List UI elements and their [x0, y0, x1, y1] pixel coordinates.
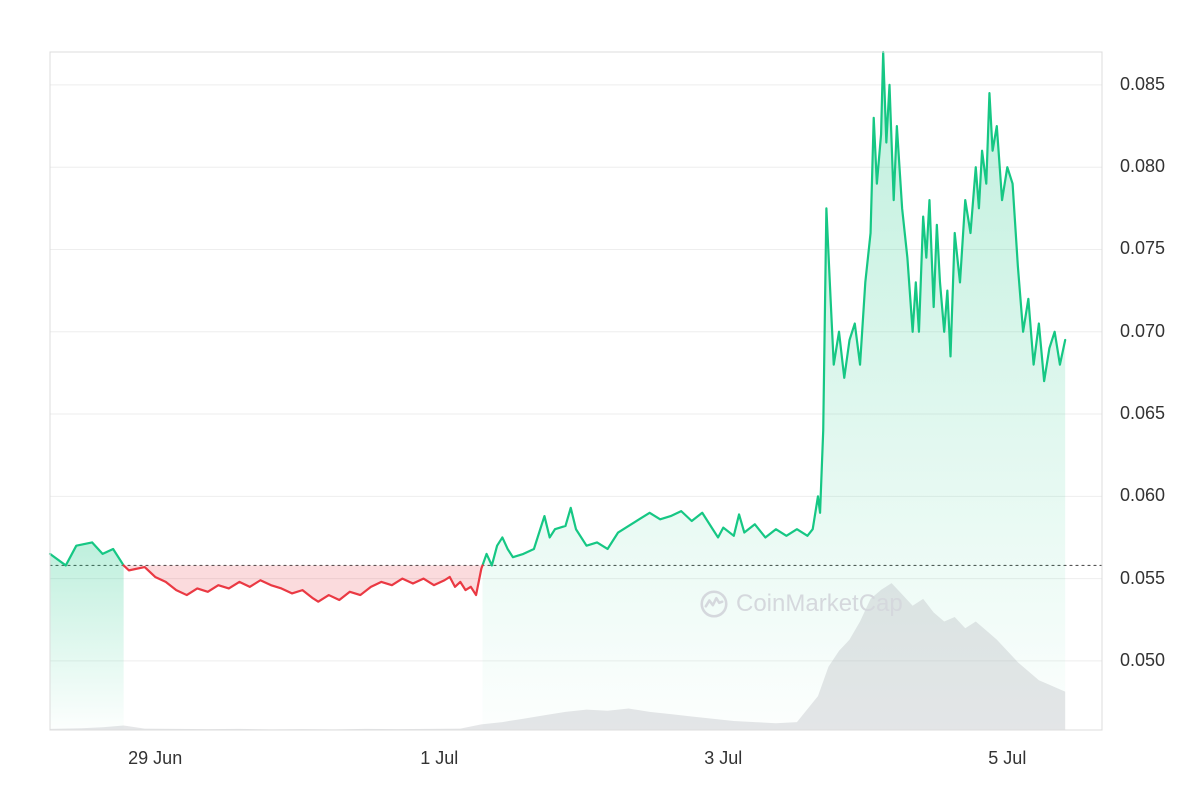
y-tick-label: 0.085 [1120, 74, 1165, 95]
x-tick-label: 5 Jul [988, 748, 1026, 769]
y-tick-label: 0.070 [1120, 321, 1165, 342]
x-tick-label: 1 Jul [420, 748, 458, 769]
price-chart[interactable]: 0.050 0.055 0.060 0.065 0.070 0.075 0.080 0.085… [0, 0, 1200, 800]
chart-canvas [0, 0, 1200, 800]
y-tick-label: 0.060 [1120, 485, 1165, 506]
x-tick-label: 3 Jul [704, 748, 742, 769]
y-tick-label: 0.065 [1120, 403, 1165, 424]
y-tick-label: 0.075 [1120, 238, 1165, 259]
y-tick-label: 0.050 [1120, 650, 1165, 671]
y-tick-label: 0.055 [1120, 568, 1165, 589]
x-tick-label: 29 Jun [128, 748, 182, 769]
y-tick-label: 0.080 [1120, 156, 1165, 177]
